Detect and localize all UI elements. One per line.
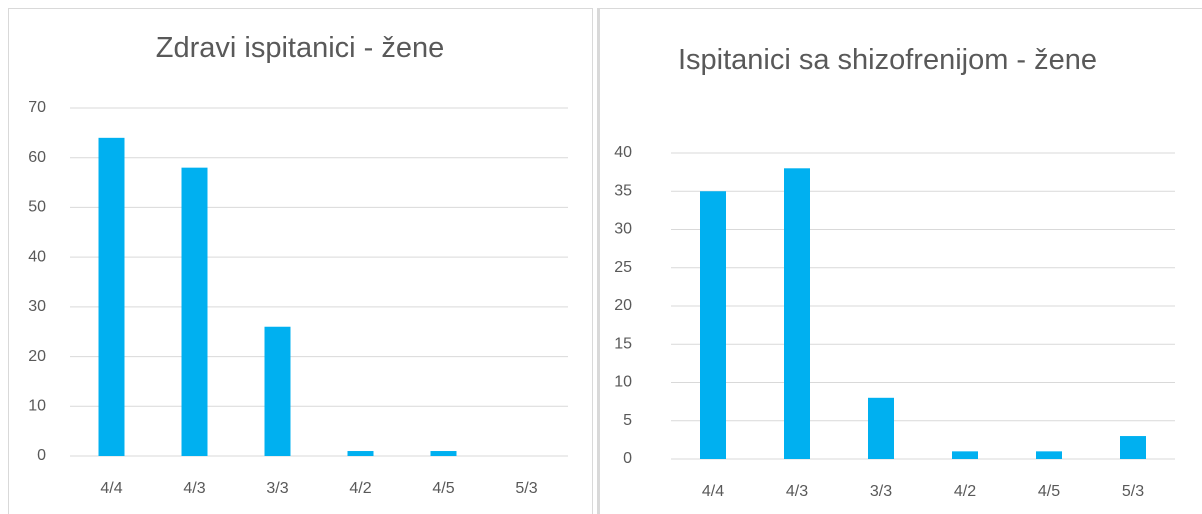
y-tick-label: 60 [28,149,46,166]
y-tick-label: 40 [28,248,46,265]
x-tick-label: 5/3 [1122,483,1144,500]
y-tick-label: 40 [614,144,632,161]
y-tick-label: 20 [614,297,632,314]
x-tick-label: 3/3 [266,480,288,497]
chart-panel [597,8,1202,514]
x-tick-label: 4/4 [100,480,122,497]
y-tick-label: 10 [614,374,632,391]
y-tick-label: 30 [28,298,46,315]
bar [1036,451,1062,459]
y-tick-label: 15 [614,335,632,352]
x-tick-label: 5/3 [515,480,537,497]
y-tick-label: 25 [614,259,632,276]
x-tick-label: 4/3 [786,483,808,500]
y-tick-label: 5 [623,412,632,429]
x-tick-label: 4/3 [183,480,205,497]
y-tick-label: 0 [623,450,632,467]
y-tick-label: 30 [614,221,632,238]
x-tick-label: 3/3 [870,483,892,500]
chart-title: Zdravi ispitanici - žene [155,32,445,64]
y-tick-label: 70 [28,99,46,116]
bar [264,326,291,456]
y-tick-label: 20 [28,348,46,365]
bar [868,397,894,459]
bar [98,137,125,457]
chart-panel [8,8,593,514]
bar [181,167,208,456]
bar [347,451,374,456]
bar [430,451,457,456]
x-tick-label: 4/2 [954,483,976,500]
bar [1120,436,1146,459]
chart-title: Ispitanici sa shizofrenijom - žene [677,44,1098,76]
bar [952,451,978,459]
x-tick-label: 4/4 [702,483,724,500]
y-tick-label: 0 [37,447,46,464]
x-tick-label: 4/5 [432,480,454,497]
x-tick-label: 4/2 [349,480,371,497]
y-tick-label: 50 [28,199,46,216]
bar [784,168,810,460]
bar [700,191,726,459]
y-tick-label: 35 [614,182,632,199]
x-tick-label: 4/5 [1038,483,1060,500]
y-tick-label: 10 [28,398,46,415]
